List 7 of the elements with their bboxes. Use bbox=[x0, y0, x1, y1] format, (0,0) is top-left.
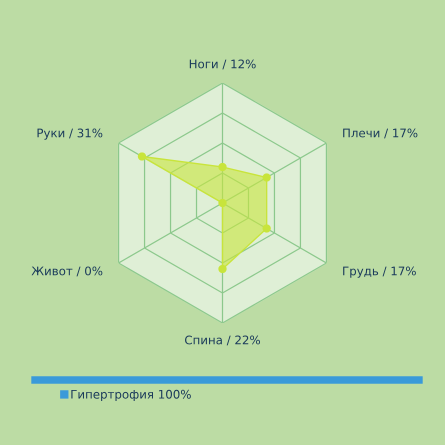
spoke-label: Руки / 31% bbox=[38, 128, 102, 140]
spoke-label: Плечи / 17% bbox=[343, 128, 418, 138]
spoke-label: Ноги / 12% bbox=[190, 59, 256, 70]
spoke-label: Живот / 0% bbox=[32, 266, 102, 276]
text: Гипертрофия 100% bbox=[71, 390, 191, 401]
spoke-label: Грудь / 17% bbox=[343, 266, 416, 278]
spoke-label: Спина / 22% bbox=[185, 335, 260, 346]
